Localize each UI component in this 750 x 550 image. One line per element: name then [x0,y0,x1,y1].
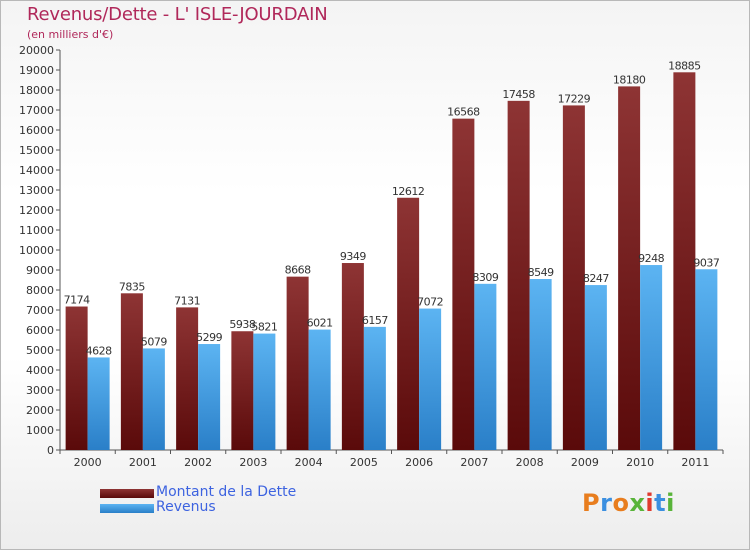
y-tick-label: 4000 [26,364,54,377]
logo-letter: x [629,489,646,517]
y-tick-label: 7000 [26,304,54,317]
logo-letter: i [645,489,655,517]
x-tick-label: 2007 [460,456,488,469]
data-label-dette: 8668 [285,264,311,277]
data-label-dette: 7835 [119,280,145,293]
bar-revenus [529,279,552,450]
x-tick-label: 2011 [681,456,709,469]
bar-dette [176,307,199,450]
x-tick-label: 2005 [350,456,378,469]
chart-title: Revenus/Dette - L' ISLE-JOURDAIN [27,4,328,25]
y-tick-label: 10000 [19,244,54,257]
x-tick-label: 2009 [571,456,599,469]
x-tick-label: 2001 [129,456,157,469]
data-label-revenus: 7072 [417,296,443,309]
y-tick-label: 9000 [26,264,54,277]
x-tick-label: 2008 [516,456,544,469]
legend-swatch-dette [100,489,154,498]
bar-dette [120,293,143,450]
data-label-dette: 7174 [64,294,90,307]
x-tick-label: 2010 [626,456,654,469]
y-tick-label: 6000 [26,324,54,337]
y-tick-label: 12000 [19,204,54,217]
bar-dette [341,263,364,450]
x-tick-label: 2000 [74,456,102,469]
legend-label-dette: Montant de la Dette [156,484,297,500]
bar-dette [231,331,254,450]
y-tick-label: 13000 [19,184,54,197]
logo-letter: P [582,489,601,517]
bar-dette [65,306,88,450]
data-label-revenus: 8549 [528,266,554,279]
y-tick-label: 20000 [19,44,54,57]
chart-subtitle: (en milliers d'€) [27,28,114,41]
data-label-dette: 7131 [174,294,200,307]
data-label-dette: 18180 [613,73,646,86]
bar-dette [286,276,309,450]
x-tick-label: 2006 [405,456,433,469]
y-tick-label: 8000 [26,284,54,297]
y-tick-label: 17000 [19,104,54,117]
y-tick-label: 18000 [19,84,54,97]
x-tick-label: 2004 [295,456,323,469]
data-label-revenus: 8309 [472,271,498,284]
data-label-revenus: 5079 [141,335,167,348]
data-label-revenus: 5299 [196,331,222,344]
bar-dette [452,118,475,450]
bar-revenus [695,269,718,450]
y-tick-label: 15000 [19,144,54,157]
data-label-revenus: 9037 [693,256,719,269]
data-label-dette: 9349 [340,250,366,263]
bar-revenus [308,329,331,450]
bar-revenus [474,283,497,450]
x-tick-label: 2003 [239,456,267,469]
y-tick-label: 14000 [19,164,54,177]
data-label-dette: 17229 [558,92,591,105]
data-label-dette: 18885 [668,59,701,72]
data-label-dette: 16568 [447,106,480,119]
y-tick-label: 11000 [19,224,54,237]
bar-revenus [87,357,110,450]
bar-dette [397,197,420,450]
y-tick-label: 0 [47,444,54,457]
y-tick-label: 16000 [19,124,54,137]
data-label-revenus: 5821 [251,321,277,334]
data-label-revenus: 4628 [86,344,112,357]
bar-revenus [363,326,386,450]
logo-letter: o [612,489,630,517]
bar-revenus [142,348,165,450]
x-tick-label: 2002 [184,456,212,469]
chart-bars [65,72,718,451]
bar-dette [673,72,696,451]
data-label-revenus: 6157 [362,314,388,327]
proxiti-logo: Proxiti [582,489,675,517]
bar-revenus [253,333,276,450]
bar-revenus [198,344,221,450]
chart-axes: 0 1000 2000 3000 4000 5000 6000 7000 8000 9000 100… [19,44,724,469]
y-tick-label: 2000 [26,404,54,417]
y-tick-label: 1000 [26,424,54,437]
data-label-revenus: 9248 [638,252,664,265]
y-tick-label: 19000 [19,64,54,77]
legend-swatch-revenus [100,504,154,513]
data-label-dette: 5938 [229,318,255,331]
logo-letter: r [600,489,613,517]
y-tick-label: 5000 [26,344,54,357]
legend-label-revenus: Revenus [156,499,216,515]
data-label-dette: 17458 [502,88,535,101]
data-label-revenus: 8247 [583,272,609,285]
bar-revenus [584,285,607,450]
bar-revenus [640,265,663,450]
logo-letter: i [666,489,675,517]
data-label-revenus: 6021 [307,317,333,330]
bar-dette [507,100,530,450]
bar-revenus [419,308,442,450]
bar-dette [618,86,641,451]
bar-dette [562,105,585,451]
y-tick-label: 3000 [26,384,54,397]
data-label-dette: 12612 [392,185,425,198]
logo-letter: t [654,489,667,517]
